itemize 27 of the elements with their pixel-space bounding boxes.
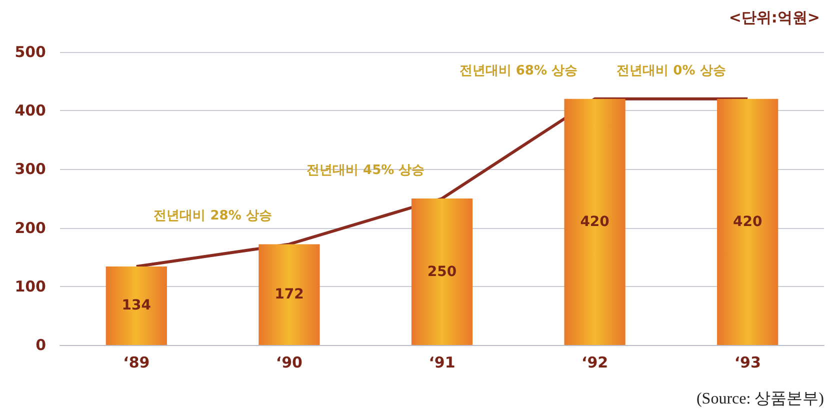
text: (Source: 상품본부) — [696, 390, 824, 408]
data-label: 420 — [580, 214, 610, 230]
y-tick-label: 400 — [14, 102, 46, 120]
data-label: 250 — [427, 264, 457, 280]
bar — [717, 98, 778, 345]
bar — [411, 198, 473, 345]
data-label: 172 — [274, 286, 304, 303]
annotation: 전년대비 28% 상승 — [154, 208, 272, 224]
y-tick-label: 0 — [36, 336, 46, 354]
annotation: 전년대비 68% 상승 — [459, 63, 578, 78]
y-tick-label: 200 — [14, 218, 46, 237]
x-tick-label: ‘92 — [582, 354, 608, 372]
data-label: 420 — [732, 214, 762, 230]
x-tick-label: ‘91 — [428, 354, 456, 372]
x-tick-label: ‘93 — [734, 354, 761, 372]
y-tick-label: 100 — [14, 277, 46, 296]
y-tick-label: 500 — [14, 43, 46, 61]
x-tick-label: ‘89 — [123, 354, 150, 372]
bar — [258, 244, 320, 345]
x-tick-label: ‘90 — [276, 354, 302, 372]
y-tick-label: 300 — [14, 160, 46, 178]
annotation: 전년대비 45% 상승 — [306, 163, 425, 178]
annotation: 전년대비 0% 상승 — [616, 63, 726, 78]
bar — [106, 266, 167, 345]
bar — [564, 98, 626, 345]
data-label: 134 — [122, 298, 152, 314]
text: <단위:억원> — [728, 8, 820, 26]
